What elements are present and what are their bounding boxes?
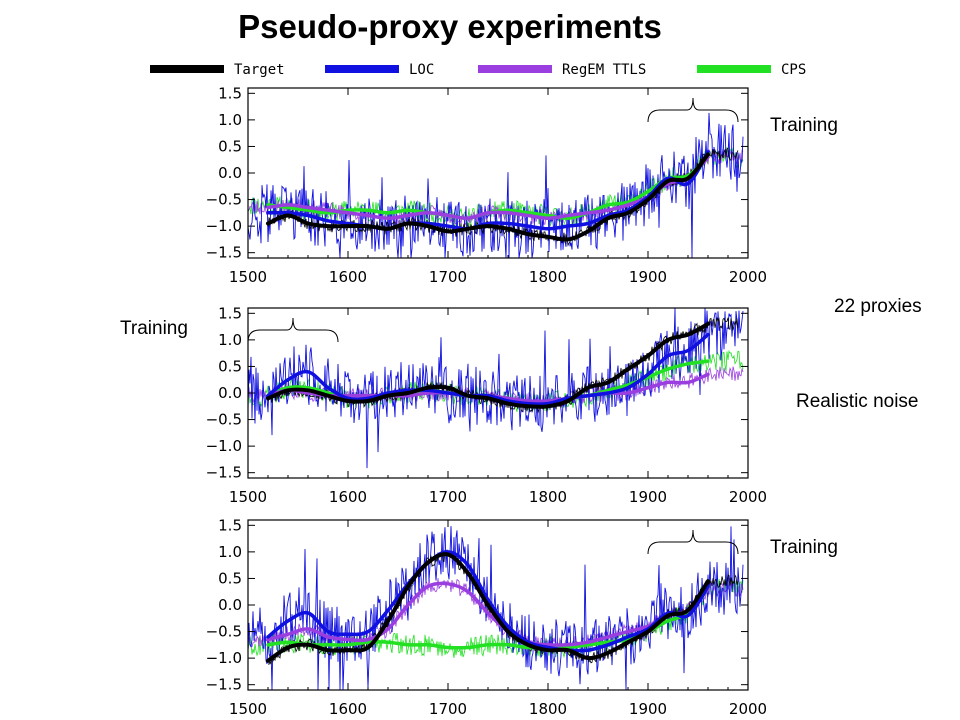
- panel-middle-training-label: Training: [120, 318, 188, 339]
- panel-middle-noise-loc: [248, 308, 744, 469]
- panel-middle-series-target: [266, 321, 710, 409]
- panel-bottom-noise-loc: [248, 526, 744, 690]
- panel-middle-ylabel-3: 0.0: [218, 384, 242, 402]
- panel-middle-training-brace: [247, 317, 339, 343]
- panel-top-series-loc: [266, 150, 710, 231]
- panel-top-ylabel-6: −1.5: [206, 244, 242, 262]
- panel-bottom-ylabel-0: 1.5: [218, 516, 242, 534]
- panel-top-ylabel-2: 0.5: [218, 137, 242, 155]
- panel-top-ylabel-0: 1.5: [218, 84, 242, 102]
- panel-middle-ylabel-4: −0.5: [206, 411, 242, 429]
- panel-bottom-series-target: [266, 552, 710, 663]
- panel-middle-xlabel-1700: 1700: [429, 488, 467, 506]
- panel-top-ylabel-3: 0.0: [218, 164, 242, 182]
- panel-middle-ylabel-6: −1.5: [206, 464, 242, 482]
- panel-top-xlabel-2000: 2000: [729, 268, 767, 286]
- panel-middle-ylabel-5: −1.0: [206, 437, 242, 455]
- proxies-label: 22 proxies: [834, 296, 922, 317]
- panel-top-noise-target: [267, 147, 739, 247]
- panel-top-xlabel-1700: 1700: [429, 268, 467, 286]
- legend-label-regem-ttls: RegEM TTLS: [562, 62, 646, 78]
- panel-middle-series-loc: [266, 332, 710, 406]
- panel-top-training-brace: [647, 97, 739, 123]
- panel-bottom-xlabel-1900: 1900: [629, 700, 667, 718]
- panel-middle-xlabel-1800: 1800: [529, 488, 567, 506]
- panel-top-training-label: Training: [770, 115, 838, 136]
- panel-middle-ylabel-1: 1.0: [218, 331, 242, 349]
- panel-middle-xlabel-1600: 1600: [329, 488, 367, 506]
- legend-label-loc: LOC: [409, 62, 434, 78]
- panel-middle-ylabel-2: 0.5: [218, 357, 242, 375]
- panel-bottom-training-label: Training: [770, 537, 838, 558]
- panel-bottom-series-regem-ttls: [266, 581, 710, 647]
- panel-top-xlabel-1900: 1900: [629, 268, 667, 286]
- panel-top-frame: [247, 87, 749, 259]
- panel-bottom-ylabel-6: −1.5: [206, 676, 242, 694]
- panel-top-series-target: [266, 152, 710, 242]
- panel-bottom-ylabel-3: 0.0: [218, 596, 242, 614]
- panel-middle-xlabel-1900: 1900: [629, 488, 667, 506]
- panel-top-series-regem-ttls: [266, 155, 710, 220]
- panel-top-noise-loc: [248, 112, 744, 258]
- noise-label: Realistic noise: [796, 391, 919, 412]
- panel-bottom-xlabel-1600: 1600: [329, 700, 367, 718]
- panel-top-ylabel-4: −0.5: [206, 191, 242, 209]
- panel-bottom-ylabel-2: 0.5: [218, 569, 242, 587]
- panel-bottom-training-brace: [647, 529, 739, 555]
- page-title: Pseudo-proxy experiments: [238, 8, 662, 45]
- panel-top-xlabel-1800: 1800: [529, 268, 567, 286]
- panel-top-ylabel-1: 1.0: [218, 111, 242, 129]
- panel-top-xlabel-1600: 1600: [329, 268, 367, 286]
- panel-middle-xlabel-1500: 1500: [229, 488, 267, 506]
- panel-bottom-xlabel-1500: 1500: [229, 700, 267, 718]
- panel-bottom-series-loc: [266, 550, 710, 653]
- legend-label-target: Target: [234, 62, 285, 78]
- panel-middle-xlabel-2000: 2000: [729, 488, 767, 506]
- panel-bottom-xlabel-2000: 2000: [729, 700, 767, 718]
- panel-middle-ylabel-0: 1.5: [218, 304, 242, 322]
- legend-label-cps: CPS: [781, 62, 806, 78]
- panel-bottom-ylabel-5: −1.0: [206, 649, 242, 667]
- panel-top-xlabel-1500: 1500: [229, 268, 267, 286]
- panel-top-ylabel-5: −1.0: [206, 217, 242, 235]
- panel-bottom-ylabel-4: −0.5: [206, 623, 242, 641]
- panel-bottom-ylabel-1: 1.0: [218, 543, 242, 561]
- panel-bottom-xlabel-1800: 1800: [529, 700, 567, 718]
- panel-bottom-xlabel-1700: 1700: [429, 700, 467, 718]
